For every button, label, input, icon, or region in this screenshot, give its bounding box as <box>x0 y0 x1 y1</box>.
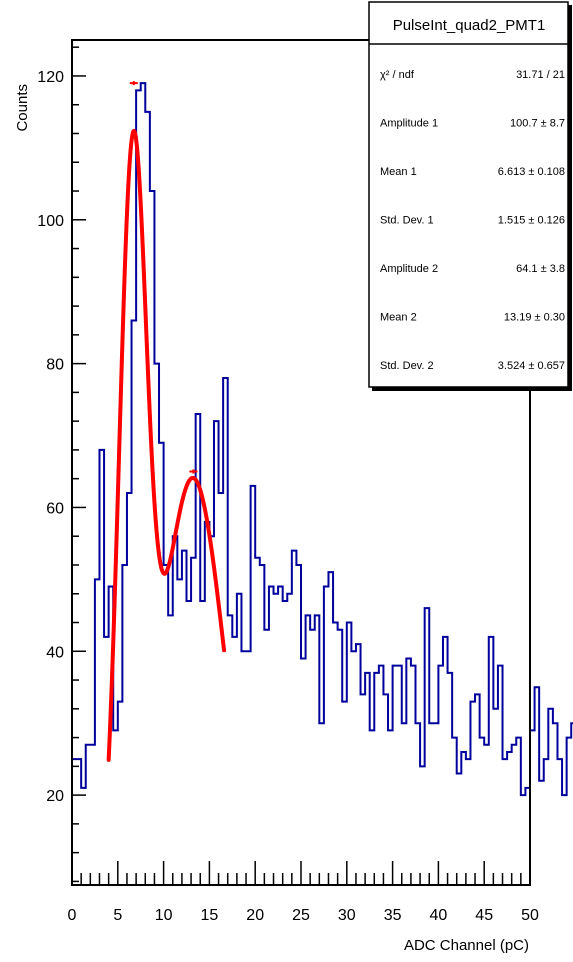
x-tick-label: 15 <box>201 907 219 924</box>
stats-row-label: χ² / ndf <box>380 69 415 81</box>
stats-row-value: 100.7 ± 8.7 <box>510 118 565 130</box>
stats-row-label: Std. Dev. 1 <box>380 215 434 227</box>
x-tick-label: 40 <box>430 907 448 924</box>
stats-row-value: 6.613 ± 0.108 <box>498 166 565 178</box>
x-tick-label: 50 <box>521 907 539 924</box>
x-tick-label: 25 <box>292 907 310 924</box>
x-tick-label: 5 <box>113 907 122 924</box>
stats-row-label: Amplitude 1 <box>380 118 438 130</box>
x-axis-title: ADC Channel (pC) <box>404 937 529 954</box>
stats-row-value: 64.1 ± 3.8 <box>516 263 565 275</box>
x-tick-label: 10 <box>155 907 173 924</box>
histogram-layer <box>72 82 573 797</box>
fit-peak-marker <box>189 469 198 474</box>
stats-row-label: Std. Dev. 2 <box>380 360 434 372</box>
stats-row-label: Mean 2 <box>380 312 417 324</box>
histogram-outline <box>72 82 573 797</box>
y-tick-label: 100 <box>37 213 64 230</box>
y-axis-title: Counts <box>14 84 31 132</box>
y-tick-label: 80 <box>46 357 64 374</box>
y-tick-label: 40 <box>46 644 64 661</box>
x-tick-label: 20 <box>246 907 264 924</box>
stats-box-title: PulseInt_quad2_PMT1 <box>393 17 546 34</box>
stats-row-value: 3.524 ± 0.657 <box>498 360 565 372</box>
fit-curve <box>106 128 227 762</box>
stats-row-value: 1.515 ± 0.126 <box>498 215 565 227</box>
axis-layer: 0 5 10 15 20 25 30 35 40 45 50 20 40 60 80 100 120 <box>37 46 539 924</box>
stats-row-value: 13.19 ± 0.30 <box>504 312 565 324</box>
stats-box-frame <box>368 1 569 388</box>
stats-row-label: Mean 1 <box>380 166 417 178</box>
stats-row-value: 31.71 / 21 <box>516 69 565 81</box>
fit-layer <box>106 81 227 762</box>
x-tick-label: 0 <box>68 907 77 924</box>
x-tick-label: 35 <box>384 907 402 924</box>
y-tick-label: 20 <box>46 788 64 805</box>
stats-box: PulseInt_quad2_PMT1 χ² / ndf 31.71 / 21 Am… <box>368 1 572 391</box>
stats-row-label: Amplitude 2 <box>380 263 438 275</box>
x-tick-label: 45 <box>475 907 493 924</box>
y-tick-label: 120 <box>37 69 64 86</box>
y-tick-label: 60 <box>46 500 64 517</box>
fit-peak-marker <box>129 81 138 86</box>
x-tick-label: 30 <box>338 907 356 924</box>
stats-rows: χ² / ndf 31.71 / 21 Amplitude 1 100.7 ± 8.7… <box>380 69 565 372</box>
